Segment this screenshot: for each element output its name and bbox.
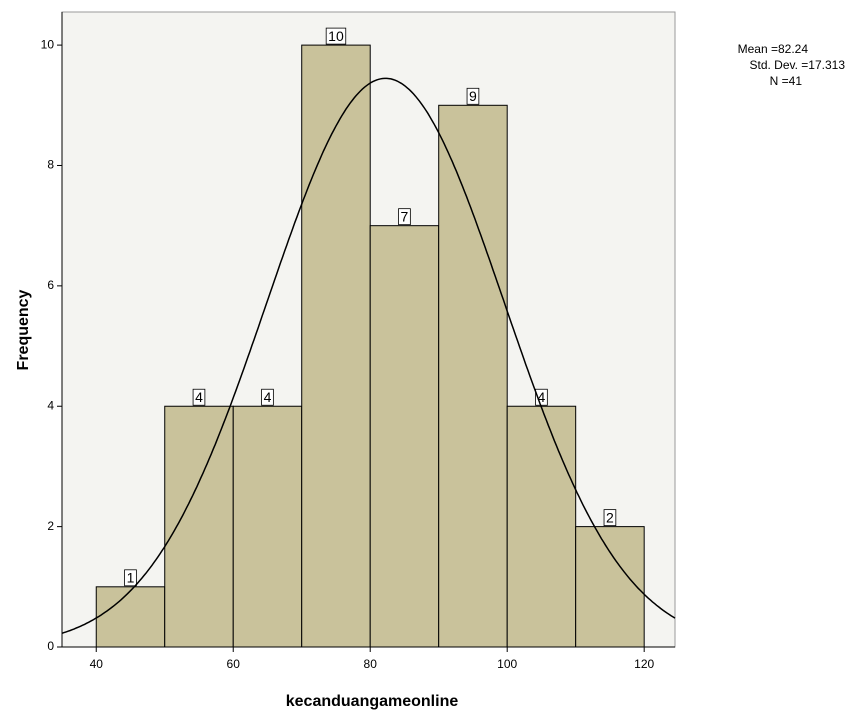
y-tick-label: 10	[41, 37, 55, 51]
value-label: 4	[264, 389, 272, 405]
value-label: 7	[401, 208, 409, 224]
value-label: 10	[328, 28, 344, 44]
y-axis-label: Frequency	[15, 289, 32, 370]
bar	[507, 406, 575, 647]
x-axis-label: kecanduangameonline	[286, 693, 459, 710]
bar	[233, 406, 301, 647]
y-tick-label: 6	[47, 278, 54, 292]
value-label: 4	[195, 389, 203, 405]
mean-value: 82.24	[778, 42, 808, 56]
y-tick-label: 0	[47, 639, 54, 653]
y-tick-label: 4	[47, 398, 54, 412]
chart: Frequency kecanduangameonline Mean =82.2…	[0, 0, 851, 717]
y-tick-label: 2	[47, 519, 54, 533]
sd-value: 17.313	[808, 58, 845, 72]
bar	[370, 226, 438, 647]
n-stat: N =41	[770, 74, 803, 88]
value-label: 4	[538, 389, 546, 405]
value-label: 2	[606, 509, 614, 525]
n-label: N =	[770, 74, 789, 88]
value-label: 1	[127, 570, 135, 586]
x-tick-label: 40	[90, 657, 104, 671]
bar	[439, 105, 507, 647]
sd-stat: Std. Dev. =17.313	[749, 58, 845, 72]
n-value: 41	[789, 74, 803, 88]
sd-label: Std. Dev. =	[749, 58, 808, 72]
x-tick-label: 80	[364, 657, 378, 671]
x-tick-label: 60	[227, 657, 241, 671]
mean-label: Mean =	[738, 42, 778, 56]
y-tick-label: 8	[47, 158, 54, 172]
bar	[302, 45, 370, 647]
bar	[165, 406, 233, 647]
value-label: 9	[469, 88, 477, 104]
bar	[96, 587, 164, 647]
x-tick-label: 120	[634, 657, 654, 671]
bar	[576, 527, 644, 647]
mean-stat: Mean =82.24	[738, 42, 809, 56]
x-tick-label: 100	[497, 657, 517, 671]
